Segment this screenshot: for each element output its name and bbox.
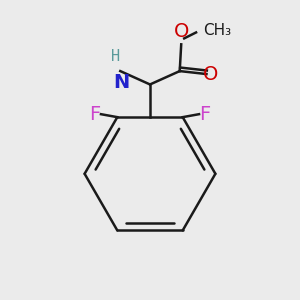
Text: N: N xyxy=(114,73,130,92)
Text: F: F xyxy=(89,105,100,124)
Text: CH₃: CH₃ xyxy=(203,23,232,38)
Text: O: O xyxy=(173,22,189,41)
Text: O: O xyxy=(203,64,219,84)
Text: F: F xyxy=(200,105,211,124)
Text: H: H xyxy=(111,49,120,64)
